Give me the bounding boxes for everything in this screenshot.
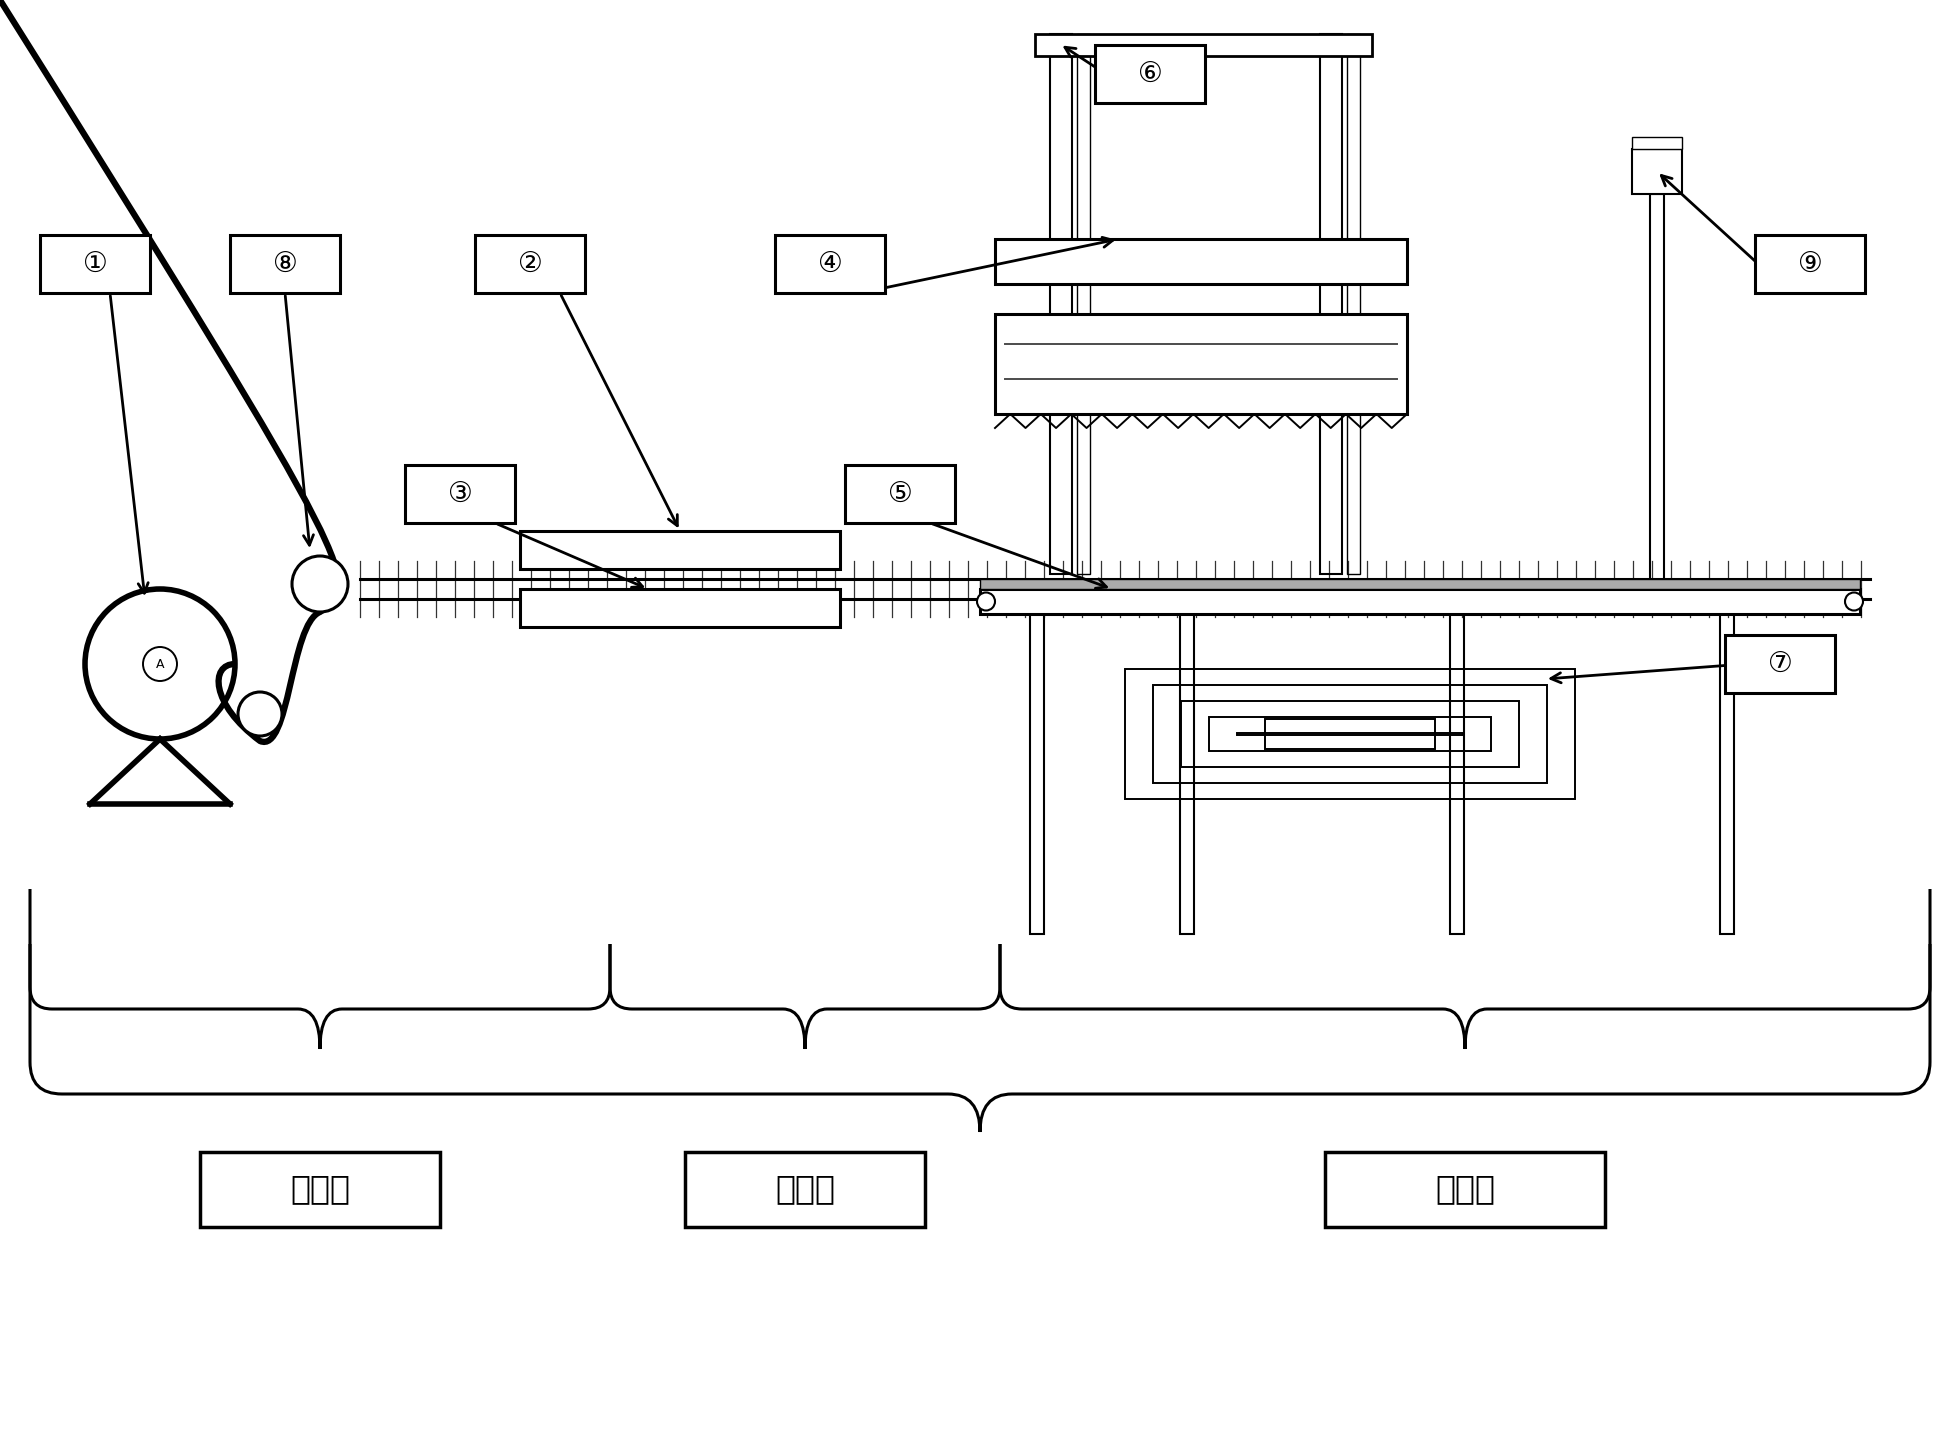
Bar <box>474 235 584 293</box>
Bar <box>1076 35 1090 575</box>
Bar <box>774 235 886 293</box>
Bar <box>1347 35 1360 575</box>
Text: ⑥: ⑥ <box>1137 61 1162 88</box>
Bar <box>1721 614 1735 934</box>
Bar <box>1754 235 1866 293</box>
Bar <box>1319 35 1343 575</box>
Bar <box>980 579 1860 589</box>
Bar <box>980 589 1860 614</box>
Bar <box>1096 45 1205 103</box>
Bar <box>1450 614 1464 934</box>
Text: ⑦: ⑦ <box>1768 650 1793 679</box>
Bar <box>1650 193 1664 589</box>
Text: 送料区: 送料区 <box>290 1173 351 1206</box>
Bar <box>996 240 1407 284</box>
Text: ⑤: ⑤ <box>888 479 913 508</box>
Bar <box>1031 614 1045 934</box>
Bar <box>519 531 841 569</box>
Text: ⑧: ⑧ <box>272 250 298 279</box>
Text: A: A <box>155 657 165 670</box>
Bar <box>1180 614 1194 934</box>
Bar <box>1725 635 1835 693</box>
Bar <box>684 1151 925 1226</box>
Text: ③: ③ <box>447 479 472 508</box>
Bar <box>1633 149 1682 193</box>
Bar <box>39 235 151 293</box>
Bar <box>1237 734 1462 735</box>
Bar <box>200 1151 439 1226</box>
Circle shape <box>237 692 282 736</box>
Text: ⑨: ⑨ <box>1797 250 1823 279</box>
Bar <box>1035 35 1372 56</box>
Text: ①: ① <box>82 250 108 279</box>
Bar <box>1209 718 1492 751</box>
Bar <box>1152 684 1546 783</box>
Circle shape <box>976 592 996 611</box>
Bar <box>406 465 515 523</box>
Bar <box>1264 719 1435 749</box>
Circle shape <box>1844 592 1864 611</box>
Text: ④: ④ <box>817 250 843 279</box>
Bar <box>1633 137 1682 149</box>
Bar <box>519 589 841 627</box>
Bar <box>1051 35 1072 575</box>
Text: 加热区: 加热区 <box>774 1173 835 1206</box>
Bar <box>1182 700 1519 767</box>
Bar <box>1325 1151 1605 1226</box>
Bar <box>845 465 955 523</box>
Circle shape <box>292 556 349 612</box>
Text: ②: ② <box>517 250 543 279</box>
Bar <box>1125 669 1576 799</box>
Text: 成型区: 成型区 <box>1435 1173 1495 1206</box>
Bar <box>996 313 1407 414</box>
Bar <box>229 235 339 293</box>
